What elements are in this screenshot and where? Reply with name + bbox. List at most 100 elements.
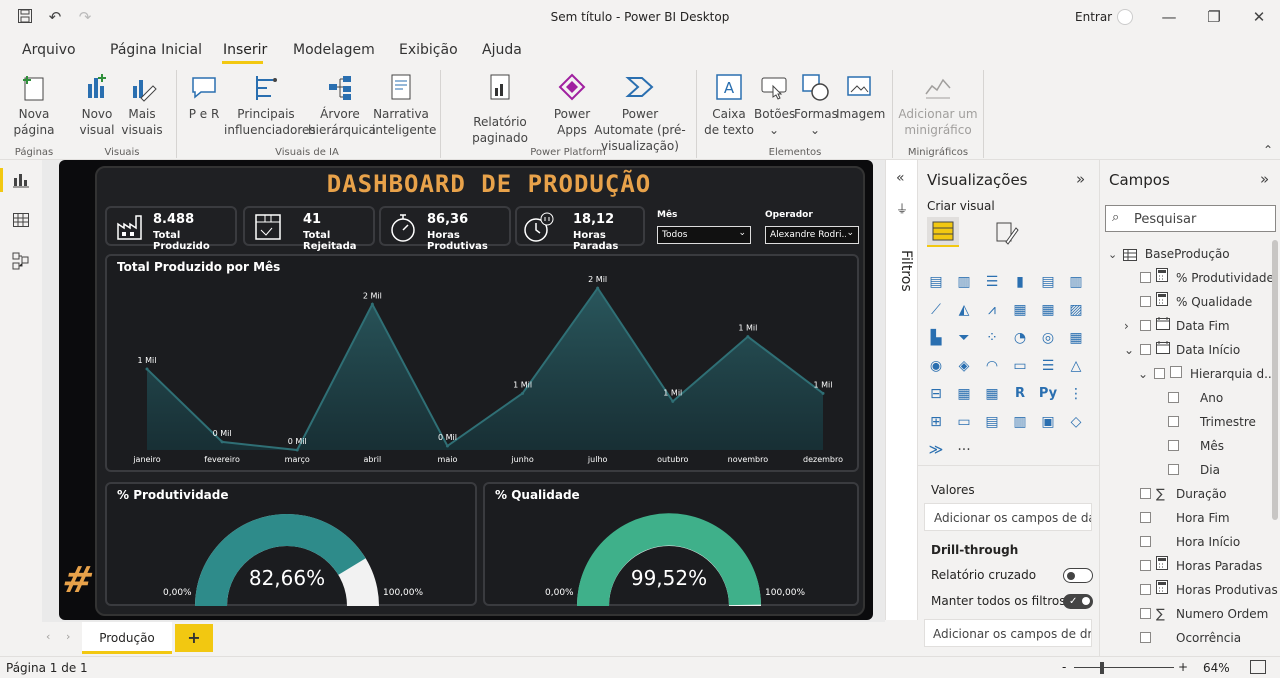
- chevron-down-icon[interactable]: ⌄: [1124, 343, 1135, 357]
- field-checkbox[interactable]: [1168, 464, 1179, 475]
- gauge-card-qualidade[interactable]: % Qualidade 99,52% 0,00% 100,00%: [483, 482, 859, 606]
- field-checkbox[interactable]: [1140, 272, 1151, 283]
- 100-column-icon[interactable]: ▥: [1069, 274, 1083, 290]
- redo-icon[interactable]: ↷: [78, 8, 92, 26]
- field-row[interactable]: % Produtividade: [1100, 266, 1274, 290]
- relatorio-paginado-button[interactable]: Relatório paginado: [448, 72, 552, 146]
- novo-visual-button[interactable]: Novo visual: [78, 72, 116, 138]
- narrativa-button[interactable]: Narrativa inteligente: [372, 72, 436, 138]
- gauge-icon[interactable]: ◠: [985, 358, 999, 374]
- signin-link[interactable]: Entrar: [1075, 10, 1113, 24]
- field-row[interactable]: Horas Paradas: [1100, 554, 1270, 578]
- minimize-icon[interactable]: —: [1161, 8, 1177, 26]
- line-chart-icon[interactable]: ⟋: [931, 302, 941, 318]
- narrative-icon[interactable]: ▤: [985, 414, 999, 430]
- botoes-button[interactable]: Botões ⌄: [754, 72, 795, 138]
- slicer-icon[interactable]: ⊟: [930, 386, 942, 402]
- zoom-out-button[interactable]: -: [1062, 660, 1067, 674]
- funnel-icon[interactable]: ⏷: [958, 330, 970, 346]
- tab-exibicao[interactable]: Exibição: [399, 42, 458, 58]
- field-checkbox[interactable]: [1140, 488, 1151, 499]
- kpi-card-total-rejeitada[interactable]: 41 Total Rejeitada: [243, 206, 375, 252]
- stacked-area-icon[interactable]: ⩘: [988, 302, 996, 318]
- fields-search-input[interactable]: ⌕ Pesquisar: [1105, 205, 1276, 232]
- field-row[interactable]: ⌄ Hierarquia d...: [1100, 362, 1276, 386]
- more-icon[interactable]: ···: [957, 442, 971, 458]
- next-page-icon[interactable]: ›: [66, 630, 71, 643]
- restore-icon[interactable]: ❐: [1207, 8, 1221, 26]
- caixa-texto-button[interactable]: A Caixa de texto: [704, 72, 754, 138]
- fields-scrollbar[interactable]: [1272, 240, 1278, 520]
- filled-map-icon[interactable]: ◈: [958, 358, 970, 374]
- principais-influenciadores-button[interactable]: Principais influenciadores: [224, 72, 316, 138]
- field-checkbox[interactable]: [1140, 296, 1151, 307]
- field-row[interactable]: ⌄ Data Início: [1100, 338, 1270, 362]
- fit-to-page-icon[interactable]: [1250, 660, 1266, 674]
- operador-dropdown[interactable]: Alexandre Rodri... ⌄: [765, 226, 859, 244]
- paginated-icon[interactable]: ▥: [1013, 414, 1027, 430]
- field-checkbox[interactable]: [1168, 440, 1179, 451]
- field-row[interactable]: % Qualidade: [1100, 290, 1270, 314]
- waterfall-icon[interactable]: ▙: [930, 330, 942, 346]
- clustered-column-icon[interactable]: ▮: [1016, 274, 1024, 290]
- close-icon[interactable]: ✕: [1252, 8, 1266, 26]
- drill-through-drop-zone[interactable]: Adicionar os campos de dr...: [924, 619, 1092, 647]
- build-visual-tab[interactable]: [927, 217, 959, 247]
- field-row[interactable]: Mês: [1100, 434, 1270, 458]
- multirow-card-icon[interactable]: ☰: [1041, 358, 1055, 374]
- azure-map-icon[interactable]: ▣: [1041, 414, 1055, 430]
- tab-inserir[interactable]: Inserir: [223, 42, 268, 58]
- tab-arquivo[interactable]: Arquivo: [22, 42, 76, 58]
- table-row-baseproducao[interactable]: ⌄ BaseProdução: [1108, 242, 1230, 266]
- undo-icon[interactable]: ↶: [48, 8, 62, 26]
- kpi-icon[interactable]: △: [1070, 358, 1082, 374]
- per-button[interactable]: P e R: [186, 72, 222, 122]
- power-apps-icon[interactable]: ◇: [1070, 414, 1082, 430]
- field-checkbox[interactable]: [1168, 416, 1179, 427]
- field-row[interactable]: Trimestre: [1100, 410, 1270, 434]
- card-icon[interactable]: ▭: [1013, 358, 1027, 374]
- chevron-down-icon[interactable]: ⌄: [1108, 248, 1118, 261]
- save-icon[interactable]: [16, 8, 34, 26]
- manter-filtros-toggle[interactable]: ✓: [1063, 594, 1093, 609]
- field-row[interactable]: Hora Fim: [1100, 506, 1270, 530]
- field-row[interactable]: Ocorrência: [1100, 626, 1270, 650]
- mes-dropdown[interactable]: Todos ⌄: [657, 226, 751, 244]
- data-view-icon[interactable]: [12, 212, 30, 232]
- table-icon[interactable]: ▦: [957, 386, 971, 402]
- gauge-card-produtividade[interactable]: % Produtividade 82,66% 0,00% 100,00%: [105, 482, 477, 606]
- formas-button[interactable]: Formas ⌄: [794, 72, 838, 138]
- nova-pagina-button[interactable]: Nova página: [10, 72, 58, 138]
- tab-ajuda[interactable]: Ajuda: [482, 42, 522, 58]
- field-row[interactable]: Dia: [1100, 458, 1270, 482]
- power-automate-icon[interactable]: ≫: [928, 442, 944, 458]
- kpi-card-total-produzido[interactable]: 8.488 Total Produzido: [105, 206, 237, 252]
- relatorio-cruzado-toggle[interactable]: [1063, 568, 1093, 583]
- add-page-button[interactable]: +: [175, 624, 213, 652]
- treemap-icon[interactable]: ▦: [1069, 330, 1083, 346]
- field-checkbox[interactable]: [1140, 632, 1151, 643]
- tab-pagina-inicial[interactable]: Página Inicial: [110, 42, 203, 58]
- r-visual-icon[interactable]: R: [1014, 386, 1025, 401]
- collapse-viz-icon[interactable]: »: [1076, 170, 1086, 188]
- python-visual-icon[interactable]: Py: [1038, 386, 1058, 401]
- matrix-icon[interactable]: ▦: [985, 386, 999, 402]
- field-checkbox[interactable]: [1140, 584, 1151, 595]
- tab-modelagem[interactable]: Modelagem: [293, 42, 375, 58]
- filters-pane[interactable]: « ⏚ Filtros: [885, 160, 918, 620]
- zoom-in-button[interactable]: +: [1178, 660, 1189, 674]
- avatar[interactable]: [1117, 9, 1133, 25]
- field-checkbox[interactable]: [1140, 320, 1151, 331]
- power-automate-button[interactable]: Power Automate (pré-visualização): [592, 72, 688, 154]
- mais-visuais-button[interactable]: Mais visuais: [118, 72, 166, 138]
- arvore-hierarquica-button[interactable]: Árvore hierárquica: [308, 72, 376, 138]
- field-row[interactable]: ∑ Numero Ordem: [1100, 602, 1270, 626]
- field-checkbox[interactable]: [1140, 512, 1151, 523]
- key-influencers-icon[interactable]: ⋮: [1069, 386, 1083, 402]
- page-tab-producao[interactable]: Produção: [82, 622, 172, 654]
- stacked-column-icon[interactable]: ▥: [957, 274, 971, 290]
- field-checkbox[interactable]: [1140, 608, 1151, 619]
- zoom-slider[interactable]: [1074, 667, 1174, 668]
- clustered-bar-icon[interactable]: ☰: [985, 274, 999, 290]
- kpi-card-horas-produtivas[interactable]: 86,36 Horas Produtivas: [379, 206, 511, 252]
